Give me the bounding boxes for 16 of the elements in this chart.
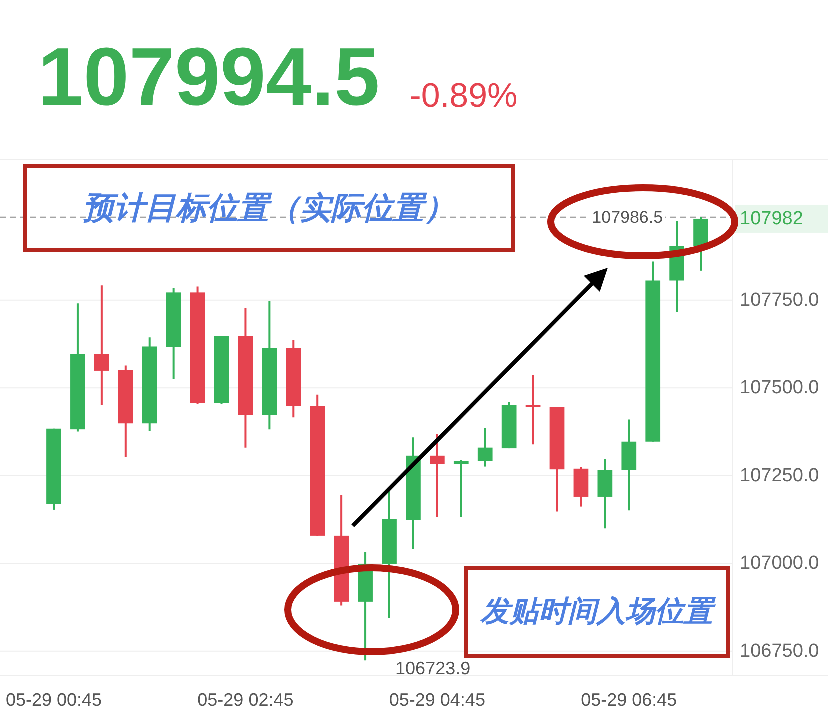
annotation: 预计目标位置（实际位置）: [83, 190, 455, 226]
chart-title: 107994.5: [38, 32, 380, 123]
chart-subtitle: -0.89%: [410, 77, 518, 115]
x-tick-label: 05-29 02:45: [198, 690, 294, 710]
y-tick-label: 107000.0: [740, 553, 820, 574]
x-tick-label: 05-29 06:45: [581, 690, 678, 710]
x-tick-label: 05-29 00:45: [6, 690, 102, 710]
annotation: 106723.9: [396, 658, 471, 678]
ref-line-label: 107986.5: [592, 208, 664, 227]
y-tick-label: 107750.0: [740, 290, 820, 311]
y-tick-label: 106750.0: [740, 640, 820, 662]
text: 107982: [740, 208, 804, 230]
annotation: 发贴时间入场位置: [480, 596, 717, 628]
y-tick-label: 107250.0: [740, 465, 820, 486]
x-tick-label: 05-29 04:45: [389, 690, 486, 710]
y-tick-label: 107500.0: [740, 378, 820, 399]
